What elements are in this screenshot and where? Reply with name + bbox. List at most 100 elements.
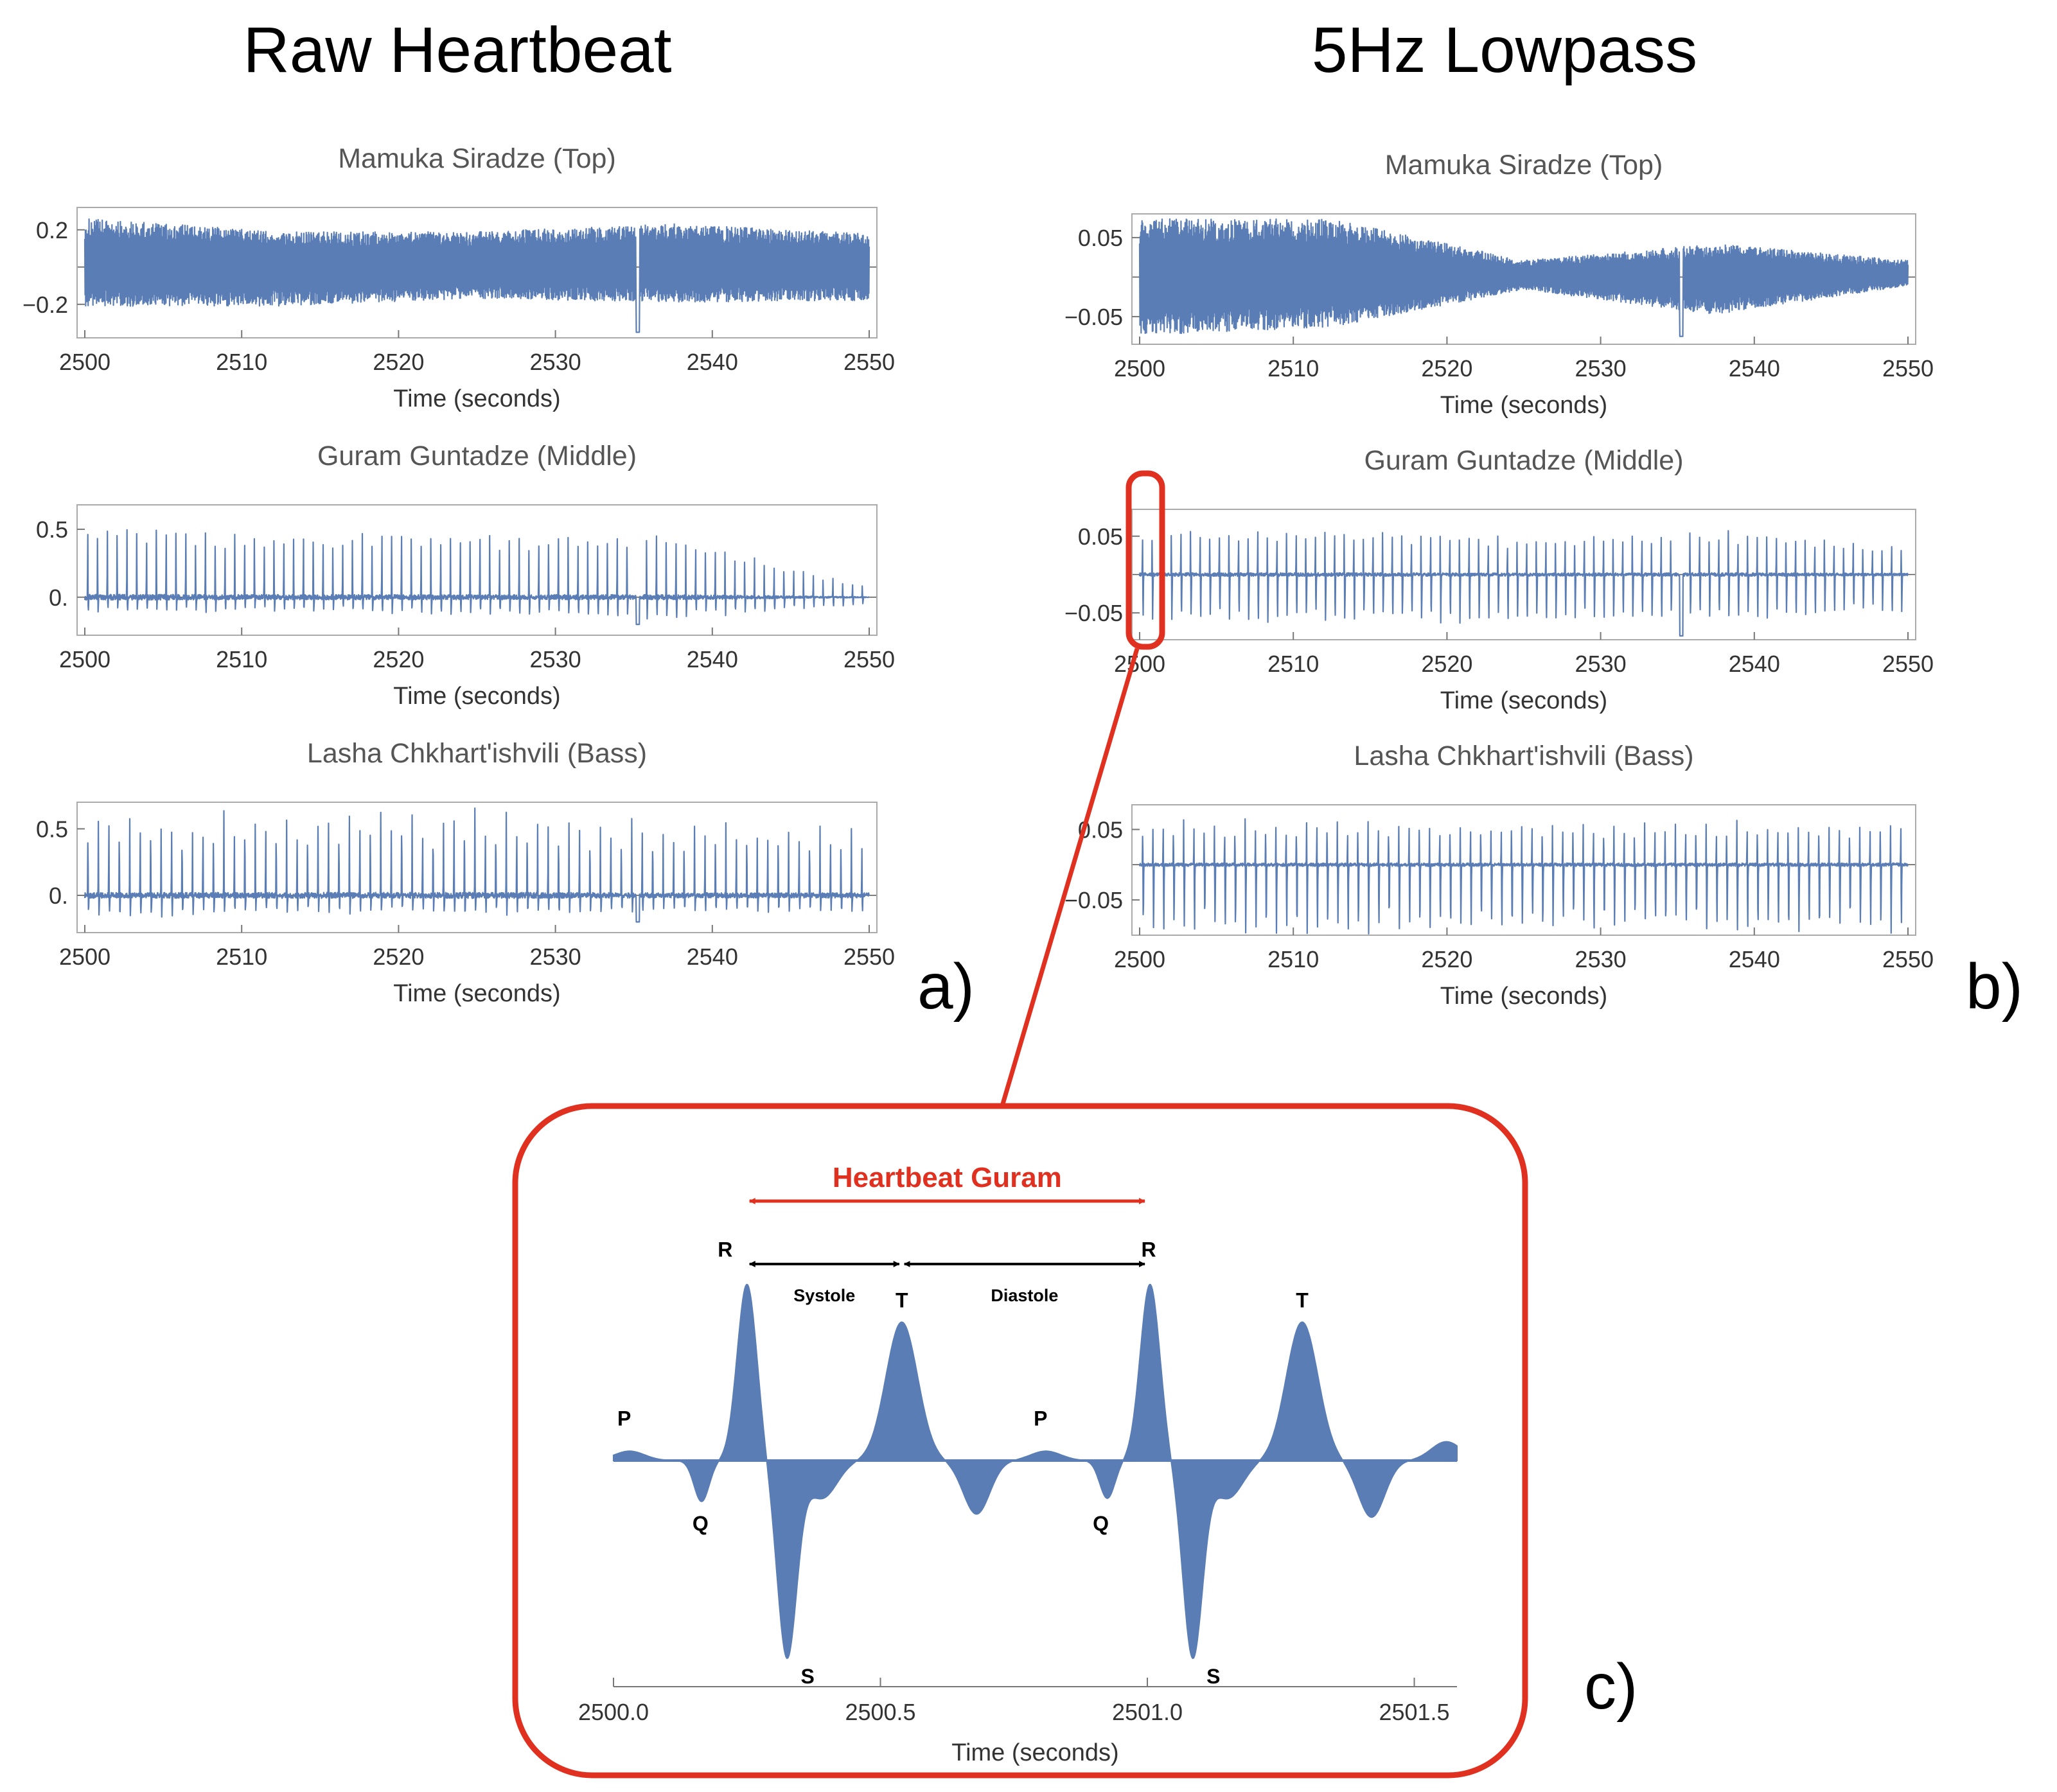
x-axis-label: Time (seconds)	[393, 683, 560, 710]
signal-line	[1138, 218, 1909, 337]
x-tick-label: 2550	[1882, 651, 1934, 677]
panel-letter-b: b)	[1966, 951, 2023, 1023]
raw-middle-panel: Guram Guntadze (Middle) 0.5 0. 2500 2510 2520…	[36, 441, 895, 710]
x-tick-label: 2500	[1114, 651, 1165, 677]
ecg-wave-label: T	[896, 1288, 908, 1312]
ecg-area	[613, 1283, 1458, 1660]
ecg-wave-label: S	[801, 1665, 815, 1688]
x-tick-label: 2520	[373, 349, 424, 375]
y-tick-label: 0.05	[1078, 523, 1123, 550]
systole-label: Systole	[793, 1286, 855, 1305]
y-tick-label: 0.2	[36, 217, 68, 243]
signal-line	[1138, 530, 1909, 637]
x-tick-label: 2500	[1114, 355, 1165, 382]
diastole-label: Diastole	[991, 1286, 1058, 1305]
ecg-wave-label: R	[718, 1238, 732, 1261]
zoom-ecg-panel: 2500.0 2500.5 2501.0 2501.5 Time (seconds) P Q…	[578, 1162, 1458, 1766]
panel-title: Lasha Chkhart'ishvili (Bass)	[307, 738, 647, 769]
ecg-wave-label: Q	[693, 1512, 709, 1535]
x-axis-label: Time (seconds)	[393, 980, 560, 1007]
panel-letter-c: c)	[1584, 1651, 1638, 1723]
x-tick-label: 2510	[216, 646, 267, 672]
ecg-wave-label: T	[1296, 1288, 1309, 1312]
x-tick-label: 2501.5	[1379, 1699, 1449, 1725]
panel-title: Guram Guntadze (Middle)	[1364, 445, 1683, 476]
y-tick-label: 0.	[49, 584, 68, 611]
x-tick-label: 2550	[1882, 946, 1934, 972]
x-tick-label: 2530	[530, 646, 581, 672]
signal-line	[84, 807, 870, 923]
panel-title: Mamuka Siradze (Top)	[338, 143, 616, 174]
x-tick-label: 2530	[1575, 355, 1627, 382]
x-tick-label: 2540	[1729, 651, 1780, 677]
x-tick-label: 2500	[59, 646, 110, 672]
y-tick-label: 0.	[49, 883, 68, 909]
plot-frame	[76, 802, 878, 933]
ecg-wave-label: P	[1034, 1407, 1047, 1430]
lowpass-top-panel: Mamuka Siradze (Top) 0.05 −0.05 2500 2510 252…	[1064, 150, 1934, 419]
x-tick-label: 2500.0	[578, 1699, 649, 1725]
panel-letter-a: a)	[917, 951, 975, 1023]
plot-frame	[76, 504, 878, 636]
x-axis-label: Time (seconds)	[1440, 687, 1607, 714]
y-tick-label: 0.5	[36, 516, 68, 543]
ecg-wave-label: S	[1206, 1665, 1220, 1688]
x-tick-label: 2520	[373, 944, 424, 970]
lowpass-bass-panel: Lasha Chkhart'ishvili (Bass)0.05−0.05250…	[1064, 741, 1934, 1010]
x-tick-label: 2530	[1575, 651, 1627, 677]
x-tick-label: 2510	[216, 349, 267, 375]
x-tick-label: 2500	[59, 944, 110, 970]
lowpass-middle-panel: Guram Guntadze (Middle) 0.05 −0.05 2500 2510…	[1064, 445, 1934, 714]
x-tick-label: 2550	[1882, 355, 1934, 382]
signal-line	[84, 218, 870, 333]
right-column-title: 5Hz Lowpass	[1312, 14, 1697, 86]
ecg-wave-label: Q	[1093, 1512, 1109, 1535]
signal-line	[1138, 818, 1909, 935]
x-tick-label: 2550	[843, 349, 895, 375]
panel-title: Guram Guntadze (Middle)	[317, 441, 637, 471]
x-tick-label: 2510	[1267, 946, 1319, 972]
signal-line	[84, 529, 870, 626]
plot-frame	[1131, 213, 1916, 345]
zoom-inset-box	[512, 1103, 1528, 1779]
x-tick-label: 2520	[1421, 651, 1472, 677]
x-tick-label: 2501.0	[1112, 1699, 1183, 1725]
raw-bass-panel: Lasha Chkhart'ishvili (Bass) 0.5 0. 2500 251…	[36, 738, 895, 1007]
zoom-connector-line	[1000, 648, 1140, 1107]
x-tick-label: 2500	[1114, 946, 1165, 972]
x-tick-label: 2540	[687, 646, 738, 672]
plot-frame	[1131, 509, 1916, 640]
x-tick-label: 2500.5	[845, 1699, 915, 1725]
x-tick-label: 2550	[843, 944, 895, 970]
x-tick-label: 2520	[1421, 355, 1472, 382]
raw-top-panel: Mamuka Siradze (Top) 0.2 −0.2 2500 2510 2520 2…	[22, 143, 895, 412]
x-tick-label: 2540	[1729, 946, 1780, 972]
panel-title: Mamuka Siradze (Top)	[1385, 150, 1663, 180]
y-tick-label: −0.05	[1064, 600, 1123, 626]
y-tick-label: 0.5	[36, 816, 68, 842]
plot-frame	[76, 207, 878, 338]
x-tick-label: 2540	[687, 349, 738, 375]
zoom-highlight-box	[1126, 470, 1165, 650]
x-tick-label: 2520	[373, 646, 424, 672]
panel-title: Lasha Chkhart'ishvili (Bass)	[1354, 741, 1693, 771]
x-tick-label: 2510	[1267, 651, 1319, 677]
ecg-wave-label: R	[1141, 1238, 1156, 1261]
x-tick-label: 2530	[530, 349, 581, 375]
x-tick-label: 2530	[530, 944, 581, 970]
y-tick-label: −0.05	[1064, 887, 1123, 913]
heartbeat-title: Heartbeat Guram	[833, 1162, 1062, 1193]
y-tick-label: −0.2	[22, 292, 68, 318]
x-axis-label: Time (seconds)	[1440, 392, 1607, 419]
y-tick-label: −0.05	[1064, 304, 1123, 330]
left-column-title: Raw Heartbeat	[243, 14, 672, 86]
x-tick-label: 2520	[1421, 946, 1472, 972]
x-axis-label: Time (seconds)	[393, 385, 560, 412]
x-tick-label: 2530	[1575, 946, 1627, 972]
plot-frame	[1131, 804, 1916, 936]
x-tick-label: 2540	[1729, 355, 1780, 382]
x-tick-label: 2510	[1267, 355, 1319, 382]
x-tick-label: 2510	[216, 944, 267, 970]
x-tick-label: 2500	[59, 349, 110, 375]
